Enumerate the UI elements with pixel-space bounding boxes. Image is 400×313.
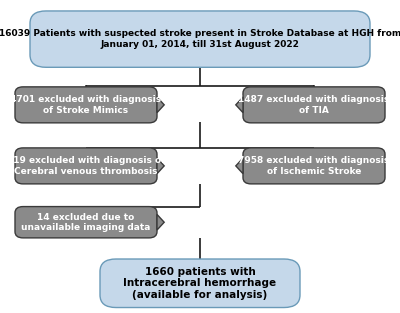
Polygon shape bbox=[157, 214, 164, 230]
Polygon shape bbox=[236, 158, 243, 174]
FancyBboxPatch shape bbox=[15, 207, 157, 238]
FancyBboxPatch shape bbox=[15, 87, 157, 123]
Polygon shape bbox=[157, 158, 164, 174]
Text: 7958 excluded with diagnosis
of Ischemic Stroke: 7958 excluded with diagnosis of Ischemic… bbox=[238, 156, 390, 176]
FancyBboxPatch shape bbox=[15, 148, 157, 184]
FancyBboxPatch shape bbox=[100, 259, 300, 307]
FancyBboxPatch shape bbox=[30, 11, 370, 67]
Polygon shape bbox=[236, 97, 243, 113]
Text: 1660 patients with
Intracerebral hemorrhage
(available for analysis): 1660 patients with Intracerebral hemorrh… bbox=[124, 267, 276, 300]
Text: 1487 excluded with diagnosis
of TIA: 1487 excluded with diagnosis of TIA bbox=[238, 95, 390, 115]
FancyBboxPatch shape bbox=[243, 148, 385, 184]
Polygon shape bbox=[157, 97, 164, 113]
Text: 4701 excluded with diagnosis
of Stroke Mimics: 4701 excluded with diagnosis of Stroke M… bbox=[10, 95, 162, 115]
Text: 14 excluded due to
unavailable imaging data: 14 excluded due to unavailable imaging d… bbox=[21, 213, 151, 232]
FancyBboxPatch shape bbox=[243, 87, 385, 123]
Text: 219 excluded with diagnosis of
Cerebral venous thrombosis: 219 excluded with diagnosis of Cerebral … bbox=[7, 156, 165, 176]
Text: 16039 Patients with suspected stroke present in Stroke Database at HGH from
Janu: 16039 Patients with suspected stroke pre… bbox=[0, 29, 400, 49]
